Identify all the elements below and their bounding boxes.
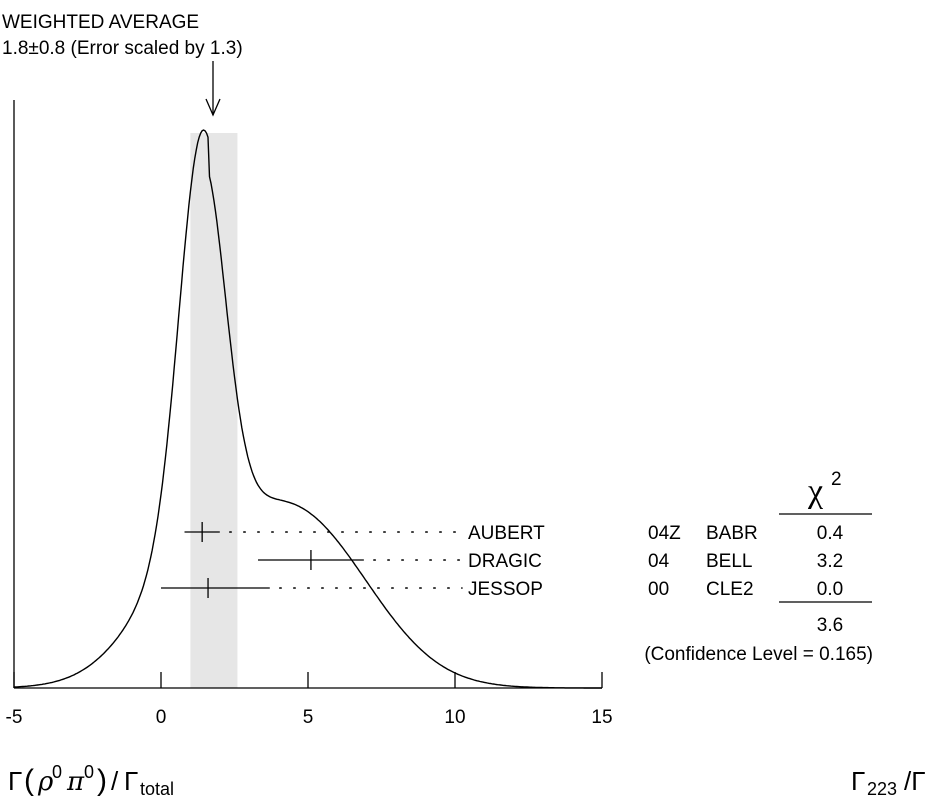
x-tick-label: 5 xyxy=(303,707,314,728)
measurement-row: DRAGIC 04 BELL 3.2 xyxy=(258,550,843,572)
weighted-average-title: WEIGHTED AVERAGE xyxy=(2,12,199,33)
x-tick-label: 10 xyxy=(444,707,465,728)
year-label: 00 xyxy=(648,579,669,600)
quantity-pi: π xyxy=(66,767,85,796)
experiment-label: CLE2 xyxy=(706,579,754,600)
quantity-label: Γ ( ρ 0 π 0 ) / Γ total xyxy=(8,762,174,796)
x-tick-label: -5 xyxy=(6,707,23,728)
quantity-pi-superscript: 0 xyxy=(84,762,94,782)
quantity-gamma-total: Γ xyxy=(124,766,138,796)
quantity-open-paren: ( xyxy=(24,764,34,796)
chi-squared-value: 0.4 xyxy=(817,523,844,544)
chi-squared-total: 3.6 xyxy=(817,615,843,636)
chi-squared-value: 0.0 xyxy=(817,579,843,600)
measurement-row: AUBERT 04Z BABR 0.4 xyxy=(184,522,844,544)
code-subscript: 223 xyxy=(867,779,897,796)
weighted-average-arrow-head xyxy=(205,98,221,117)
quantity-rho: ρ xyxy=(37,767,54,796)
code-gamma: Γ xyxy=(851,766,865,796)
chi-squared-exponent: 2 xyxy=(831,469,842,490)
author-label: JESSOP xyxy=(468,579,543,600)
year-label: 04 xyxy=(648,551,670,572)
quantity-gamma: Γ xyxy=(8,766,22,796)
year-label: 04Z xyxy=(648,523,681,544)
x-tick-label: 15 xyxy=(591,707,612,728)
chi-squared-symbol: χ xyxy=(807,473,823,510)
measurements: AUBERT 04Z BABR 0.4 DRAGIC 04 BELL 3.2 JESSOP 00 C… xyxy=(161,522,844,600)
quantity-rho-superscript: 0 xyxy=(52,762,62,782)
quantity-slash: / xyxy=(111,766,119,796)
quantity-total-subscript: total xyxy=(140,779,174,796)
quantity-close-paren: ) xyxy=(97,764,107,796)
x-axis-ticks: -5 0 5 10 15 xyxy=(6,672,613,728)
weighted-average-value: 1.8±0.8 (Error scaled by 1.3) xyxy=(2,38,243,59)
decay-code-label: Γ 223 /Γ xyxy=(851,766,926,796)
code-slash-gamma: /Γ xyxy=(904,766,926,796)
author-label: DRAGIC xyxy=(468,551,542,572)
chi-squared-value: 3.2 xyxy=(817,551,843,572)
average-error-band xyxy=(190,133,238,688)
measurement-row: JESSOP 00 CLE2 0.0 xyxy=(161,578,843,600)
author-label: AUBERT xyxy=(468,523,545,544)
ideogram-curve xyxy=(13,129,602,689)
experiment-label: BABR xyxy=(706,523,758,544)
experiment-label: BELL xyxy=(706,551,752,572)
x-tick-label: 0 xyxy=(156,707,167,728)
confidence-level: (Confidence Level = 0.165) xyxy=(644,644,873,665)
